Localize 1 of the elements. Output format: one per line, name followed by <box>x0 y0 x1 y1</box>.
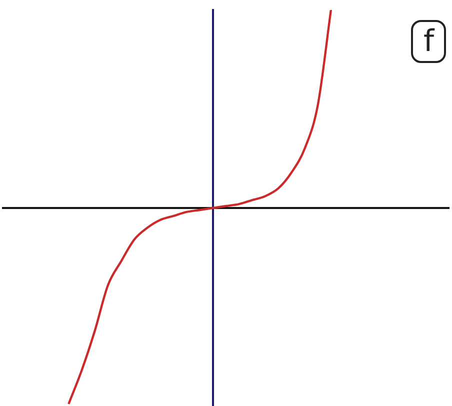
text: f <box>411 20 446 63</box>
